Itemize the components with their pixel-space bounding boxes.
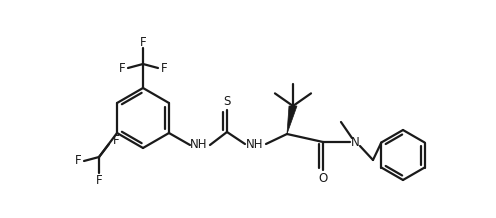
- Text: F: F: [140, 36, 146, 48]
- Text: NH: NH: [190, 138, 208, 152]
- Polygon shape: [287, 106, 297, 134]
- Text: F: F: [113, 135, 120, 148]
- Text: S: S: [223, 95, 231, 109]
- Text: O: O: [318, 172, 327, 184]
- Text: F: F: [161, 61, 167, 75]
- Text: F: F: [119, 61, 125, 75]
- Text: N: N: [351, 136, 360, 148]
- Text: NH: NH: [246, 138, 264, 150]
- Text: F: F: [96, 174, 102, 187]
- Text: F: F: [75, 155, 81, 167]
